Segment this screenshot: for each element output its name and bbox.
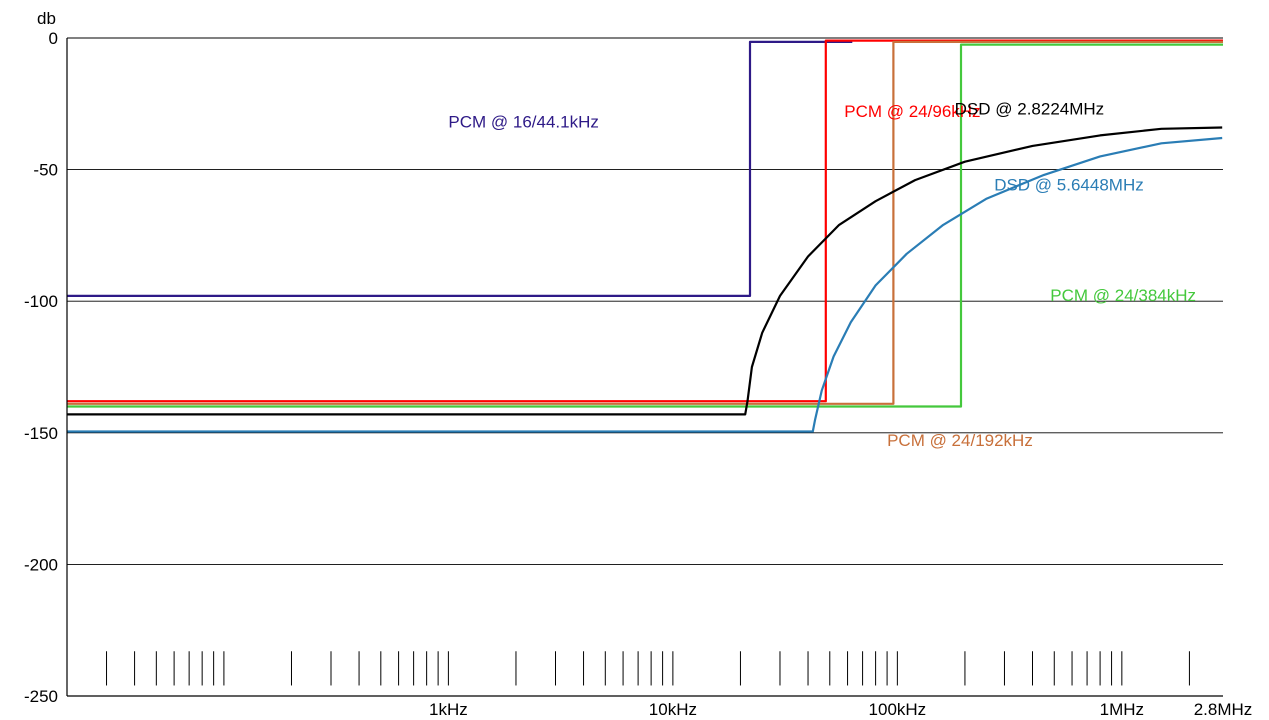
series-line-0 <box>67 40 853 297</box>
series-line-2 <box>67 40 1223 405</box>
series-label-5: DSD @ 5.6448MHz <box>994 176 1144 195</box>
series-label-3: PCM @ 24/384kHz <box>1050 286 1196 305</box>
y-tick-labels: 0 -50 -100 -150 -200 -250 <box>24 29 58 706</box>
series-label-0: PCM @ 16/44.1kHz <box>448 112 598 131</box>
y-tick-label: -50 <box>33 161 58 180</box>
x-tick-label: 1kHz <box>429 700 468 719</box>
x-tick-label: 100kHz <box>869 700 927 719</box>
series-label-4: DSD @ 2.8224MHz <box>955 99 1105 118</box>
series-line-1 <box>67 39 1223 403</box>
x-tick-labels: 1kHz 10kHz 100kHz 1MHz 2.8MHz <box>429 700 1252 719</box>
series-layer <box>67 39 1223 433</box>
y-tick-label: -200 <box>24 555 58 574</box>
gridlines <box>67 37 1223 565</box>
series-label-1: PCM @ 24/96kHz <box>844 102 980 121</box>
frequency-tick-marks <box>66 651 1190 686</box>
series-line-5 <box>67 136 1223 433</box>
x-tick-label: 1MHz <box>1100 700 1144 719</box>
series-labels: PCM @ 16/44.1kHz PCM @ 24/96kHz PCM @ 24/1… <box>448 99 1196 450</box>
x-tick-label: 10kHz <box>649 700 697 719</box>
x-tick-label: 2.8MHz <box>1194 700 1253 719</box>
series-line-4 <box>67 126 1223 416</box>
series-line-3 <box>67 43 1223 408</box>
y-tick-label: -250 <box>24 687 58 706</box>
series-label-2: PCM @ 24/192kHz <box>887 431 1033 450</box>
y-tick-label: -100 <box>24 292 58 311</box>
y-axis-unit: db <box>37 9 56 28</box>
y-tick-label: -150 <box>24 424 58 443</box>
y-tick-label: 0 <box>49 29 58 48</box>
